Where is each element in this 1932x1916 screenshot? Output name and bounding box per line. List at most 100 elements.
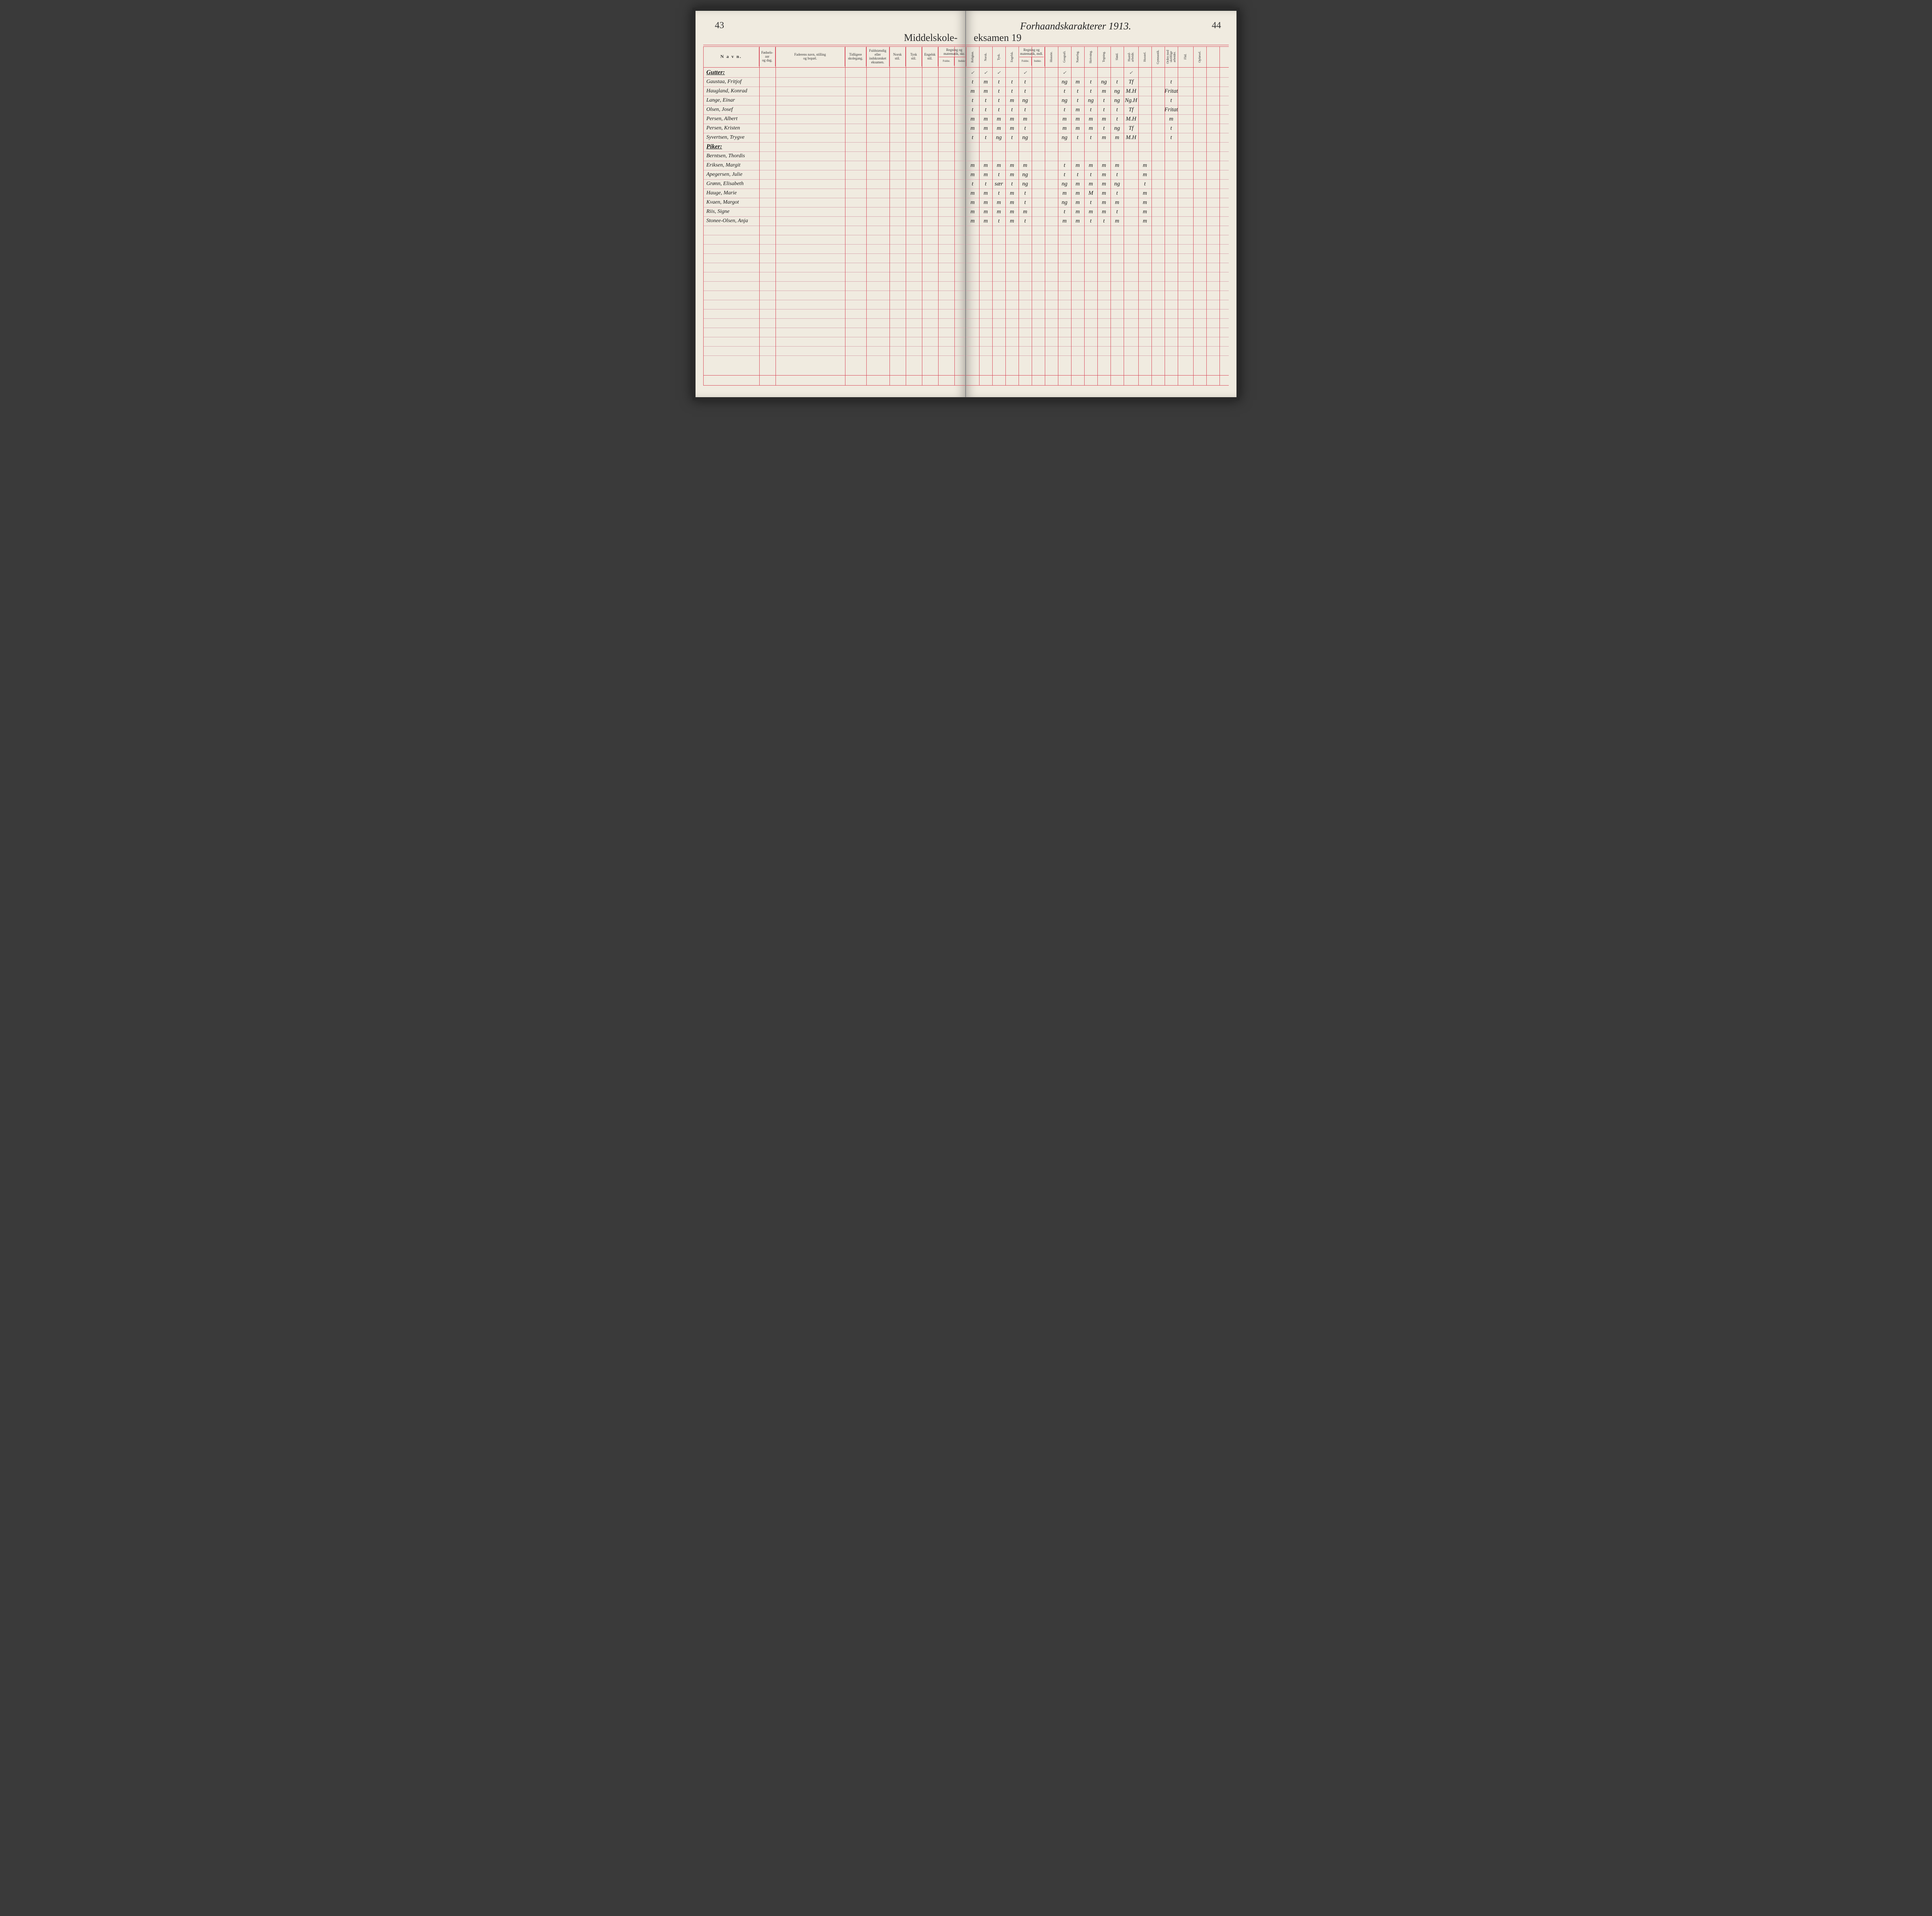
grade-cell <box>1124 198 1138 207</box>
grade-cell: Tf <box>1124 77 1138 87</box>
grade-cell: t <box>1058 161 1071 170</box>
vline <box>1138 46 1139 386</box>
grade-cell: m <box>979 77 992 87</box>
grade-cell: t <box>1097 105 1111 114</box>
grade-cell <box>1193 198 1206 207</box>
vline <box>889 46 890 386</box>
grade-cell: m <box>1071 189 1084 198</box>
column-header: Norskstil. <box>889 47 906 66</box>
grade-cell <box>1032 105 1045 114</box>
grade-cell: t <box>992 77 1005 87</box>
grade-cell <box>1151 198 1165 207</box>
grade-cell: m <box>1097 207 1111 216</box>
page-right: 44 Forhaandskarakterer 1913. eksamen 19 … <box>966 11 1236 397</box>
grade-cell: ng <box>992 133 1005 142</box>
grade-cell <box>1193 216 1206 226</box>
grade-cell: m <box>1071 77 1084 87</box>
vline <box>1219 46 1220 386</box>
check-mark <box>1178 68 1193 77</box>
grade-cell: m <box>1005 170 1019 179</box>
grade-cell <box>1151 170 1165 179</box>
student-row: Eriksen, Margit <box>703 161 965 170</box>
grade-cell: m <box>1084 161 1097 170</box>
grade-cell <box>1045 105 1058 114</box>
student-name: Gutter: <box>703 68 759 77</box>
vline <box>759 46 760 386</box>
grade-cell <box>1032 77 1045 87</box>
grade-cell: m <box>1097 198 1111 207</box>
student-name: Berntsen, Thordis <box>703 151 759 161</box>
grade-cell <box>1138 133 1151 142</box>
grade-cell <box>1206 124 1219 133</box>
grade-cell <box>1138 105 1151 114</box>
grade-cell: t <box>1005 105 1019 114</box>
grade-cell <box>1124 207 1138 216</box>
grade-cell: t <box>1084 170 1097 179</box>
student-row: Stonee-Olsen, Anja <box>703 216 965 226</box>
check-mark: ✓ <box>979 68 992 77</box>
grade-cell: Ng.H <box>1124 96 1138 105</box>
grade-cell: m <box>1138 198 1151 207</box>
grade-cell <box>1165 189 1178 198</box>
grade-cell: t <box>1058 105 1071 114</box>
check-mark <box>1084 68 1097 77</box>
grade-cell <box>1193 179 1206 189</box>
grade-cell: m <box>1058 189 1071 198</box>
grade-cell <box>1206 216 1219 226</box>
vline <box>954 46 955 386</box>
grade-cell: m <box>992 124 1005 133</box>
title-right: eksamen 19 <box>974 32 1021 44</box>
grade-cell: m <box>979 216 992 226</box>
column-header: Fuldstændigellerindskrænketeksamen. <box>866 47 889 66</box>
column-header: Haand- arbeide. <box>1124 47 1138 66</box>
grade-cell: m <box>1005 207 1019 216</box>
grade-cell <box>1138 114 1151 124</box>
check-mark <box>1097 68 1111 77</box>
grade-cell: M <box>1084 189 1097 198</box>
book-spread: 43 Middelskole- N a v n.Fødsels-aarog da… <box>692 8 1240 400</box>
grade-cell: m <box>979 198 992 207</box>
check-mark <box>1138 68 1151 77</box>
grade-cell: t <box>966 77 979 87</box>
grade-cell <box>1193 77 1206 87</box>
student-row: Olsen, Josef <box>703 105 965 114</box>
column-header: Naturfag. <box>1071 47 1084 66</box>
grade-cell: m <box>1097 170 1111 179</box>
grade-cell: t <box>979 105 992 114</box>
grade-cell: t <box>1084 77 1097 87</box>
grade-cell <box>1045 77 1058 87</box>
grade-cell <box>1151 105 1165 114</box>
grade-cell: m <box>979 161 992 170</box>
page-number-right: 44 <box>1212 20 1221 31</box>
grade-cell: m <box>1071 179 1084 189</box>
grade-cell <box>1193 189 1206 198</box>
grade-cell <box>1045 124 1058 133</box>
student-row: Syvertsen, Trygve <box>703 133 965 142</box>
student-name: Piker: <box>703 142 759 151</box>
grade-cell: t <box>1019 87 1032 96</box>
vline <box>703 46 704 386</box>
grade-cell: t <box>1084 87 1097 96</box>
column-header: Faderens navn, stillingog bopæl. <box>776 47 845 66</box>
grade-cell: ng <box>1111 96 1124 105</box>
grade-cell <box>1032 114 1045 124</box>
student-row: Lange, Einar <box>703 96 965 105</box>
grade-cell: t <box>1019 105 1032 114</box>
student-name: Olsen, Josef <box>703 105 759 114</box>
grade-cell: m <box>979 207 992 216</box>
grade-cell: M.H <box>1124 87 1138 96</box>
grade-cell <box>1124 189 1138 198</box>
grade-cell: m <box>1019 207 1032 216</box>
vline <box>1206 46 1207 386</box>
grade-cell <box>1178 105 1193 114</box>
student-name: Persen, Albert <box>703 114 759 124</box>
student-name: Apegersen, Julie <box>703 170 759 179</box>
grade-cell <box>1032 216 1045 226</box>
grade-cell: t <box>1165 133 1178 142</box>
grade-cell: m <box>992 114 1005 124</box>
grade-cell: Tf <box>1124 124 1138 133</box>
ruled-line <box>703 346 965 347</box>
column-header: Tegning. <box>1097 47 1111 66</box>
grade-cell: t <box>1097 216 1111 226</box>
grade-cell <box>1151 87 1165 96</box>
